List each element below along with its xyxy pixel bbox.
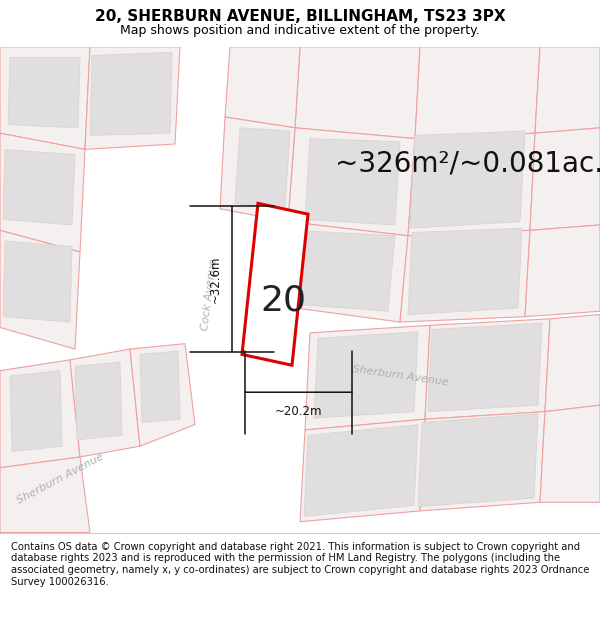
- Text: ~20.2m: ~20.2m: [275, 405, 322, 418]
- Text: ~32.6m: ~32.6m: [209, 255, 222, 302]
- Polygon shape: [280, 222, 408, 322]
- Polygon shape: [314, 332, 418, 418]
- Polygon shape: [0, 231, 80, 349]
- Polygon shape: [535, 47, 600, 133]
- Polygon shape: [540, 405, 600, 502]
- Polygon shape: [3, 149, 75, 225]
- Polygon shape: [418, 414, 538, 507]
- Polygon shape: [400, 231, 530, 322]
- Text: Map shows position and indicative extent of the property.: Map shows position and indicative extent…: [120, 24, 480, 36]
- Polygon shape: [8, 58, 80, 128]
- Polygon shape: [220, 117, 295, 222]
- Text: Contains OS data © Crown copyright and database right 2021. This information is : Contains OS data © Crown copyright and d…: [11, 542, 589, 586]
- Polygon shape: [288, 231, 395, 311]
- Polygon shape: [0, 344, 120, 532]
- Polygon shape: [0, 47, 90, 149]
- Polygon shape: [295, 47, 420, 139]
- Polygon shape: [530, 128, 600, 231]
- Text: Cock Avenue: Cock Avenue: [200, 258, 218, 332]
- Polygon shape: [0, 133, 85, 252]
- Text: Sherburn Avenue: Sherburn Avenue: [15, 451, 105, 506]
- Polygon shape: [545, 314, 600, 412]
- Polygon shape: [408, 228, 522, 314]
- Polygon shape: [305, 325, 430, 430]
- Polygon shape: [428, 323, 542, 412]
- Polygon shape: [304, 424, 418, 516]
- Text: 20: 20: [260, 284, 306, 318]
- Polygon shape: [300, 419, 425, 522]
- Polygon shape: [235, 128, 290, 209]
- Text: Sherburn Avenue: Sherburn Avenue: [352, 364, 449, 388]
- Polygon shape: [205, 295, 600, 394]
- Polygon shape: [90, 52, 172, 136]
- Polygon shape: [85, 47, 180, 149]
- Polygon shape: [420, 412, 545, 511]
- Polygon shape: [415, 47, 540, 139]
- Polygon shape: [0, 457, 90, 532]
- Text: ~326m²/~0.081ac.: ~326m²/~0.081ac.: [335, 149, 600, 178]
- Polygon shape: [10, 371, 62, 451]
- Polygon shape: [225, 47, 300, 128]
- Polygon shape: [242, 203, 308, 365]
- Polygon shape: [75, 362, 122, 440]
- Polygon shape: [425, 319, 550, 419]
- Polygon shape: [130, 344, 195, 446]
- Polygon shape: [0, 360, 80, 468]
- Polygon shape: [408, 133, 535, 236]
- Polygon shape: [3, 241, 72, 322]
- Text: 20, SHERBURN AVENUE, BILLINGHAM, TS23 3PX: 20, SHERBURN AVENUE, BILLINGHAM, TS23 3P…: [95, 9, 505, 24]
- Polygon shape: [70, 349, 140, 457]
- Polygon shape: [525, 225, 600, 317]
- Polygon shape: [305, 139, 400, 225]
- Polygon shape: [410, 131, 525, 228]
- Polygon shape: [140, 351, 180, 423]
- Polygon shape: [288, 128, 415, 236]
- Polygon shape: [185, 47, 235, 532]
